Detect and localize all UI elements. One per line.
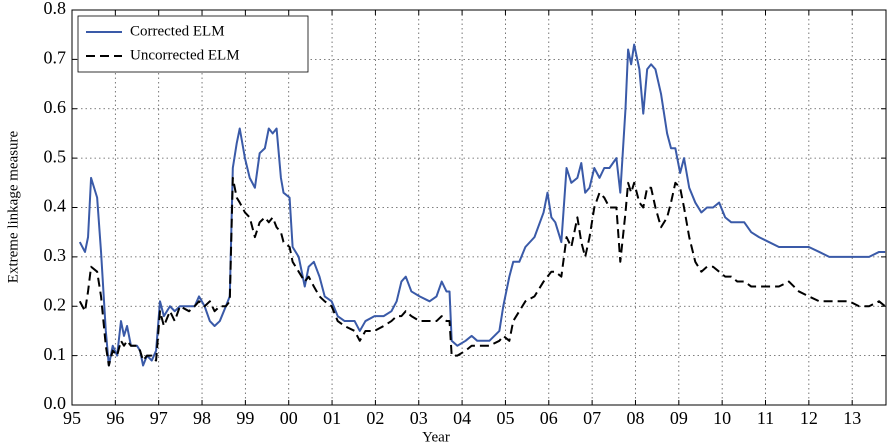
x-tick-label: 97 (150, 408, 168, 428)
y-tick-label: 0.0 (44, 393, 67, 413)
x-tick-label: 06 (540, 408, 558, 428)
y-tick-label: 0.4 (44, 196, 67, 216)
y-tick-label: 0.8 (44, 0, 67, 18)
x-tick-label: 13 (843, 408, 861, 428)
plot-frame (71, 9, 887, 406)
x-tick-label: 09 (670, 408, 688, 428)
x-tick-label: 00 (280, 408, 298, 428)
y-tick-label: 0.1 (44, 344, 67, 364)
x-tick-label: 07 (583, 408, 601, 428)
x-tick-label: 01 (323, 408, 341, 428)
x-tick-label: 10 (713, 408, 731, 428)
x-tick-label: 12 (800, 408, 818, 428)
y-tick-label: 0.6 (44, 97, 67, 117)
series-line (78, 176, 886, 367)
x-tick-label: 02 (366, 408, 384, 428)
x-axis-label: Year (422, 429, 450, 445)
y-tick-label: 0.5 (44, 146, 67, 166)
x-tick-label: 05 (496, 408, 514, 428)
x-tick-label: 95 (63, 408, 81, 428)
series-line (78, 43, 886, 367)
x-tick-label: 08 (626, 408, 644, 428)
x-tick-label: 98 (193, 408, 211, 428)
x-tick-label: 03 (410, 408, 428, 428)
y-tick-label: 0.3 (44, 245, 67, 265)
x-tick-label: 96 (106, 408, 124, 428)
x-tick-label: 99 (236, 408, 254, 428)
x-tick-label: 04 (453, 408, 471, 428)
legend-box (77, 15, 309, 73)
y-tick-label: 0.2 (44, 294, 67, 314)
y-axis-label: Extreme linkage measure (5, 130, 21, 283)
legend-label: Corrected ELM (130, 23, 225, 39)
legend-label: Uncorrected ELM (130, 47, 240, 63)
x-tick-label: 11 (757, 408, 774, 428)
y-tick-label: 0.7 (44, 48, 67, 68)
